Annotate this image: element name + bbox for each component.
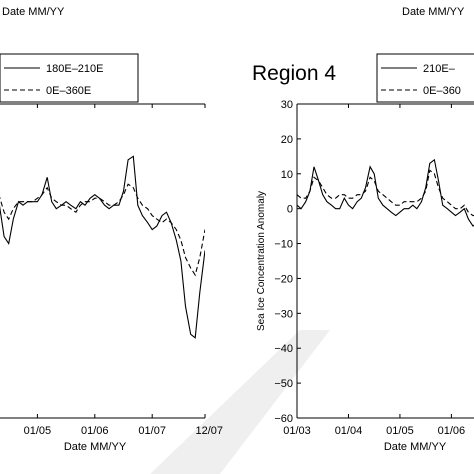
y-tick-label: −50 [274,378,293,390]
legend-box [0,53,139,103]
y-tick-label: −10 [274,239,293,251]
series-line-2 [0,183,205,277]
chart-panel-2: Date MM/YY 30 20 10 0 −10 −20 −30 −40 −50 −6001/03… [252,6,474,453]
x-tick-label: 01/06 [438,425,466,437]
x-tick-label: 01/05 [386,425,414,437]
x-tick-label: 01/04 [335,425,363,437]
series-line-2 [297,169,474,217]
x-tick-label: 01/06 [81,425,109,437]
y-tick-label: 20 [281,134,293,146]
watermark-stroke [150,330,330,474]
legend-box [376,53,474,103]
y-tick-label: 30 [281,99,293,111]
y-tick-label: 10 [281,169,293,181]
y-tick-label: −60 [274,413,293,425]
x-tick-label: 01/07 [138,425,166,437]
y-tick-label: −40 [274,343,293,355]
legend-label-1: 210E– [423,63,456,75]
x-tick-label: 01/05 [24,425,52,437]
legend-label-1: 180E–210E [46,63,104,75]
y-axis-label: Sea Ice Concentration Anomaly [256,191,267,331]
series-line-1 [0,155,205,339]
y-tick-label: −30 [274,308,293,320]
legend-label-2: 0E–360E [46,85,91,97]
top-xaxis-label: Date MM/YY [2,6,65,18]
y-tick-label: 0 [287,204,293,216]
chart-panel-1: Date MM/YY 01/05 01/06 01/07 12/07 Date MM/YY… [0,6,223,453]
chart-title: Region 4 [252,62,336,85]
top-xaxis-label: Date MM/YY [402,6,465,18]
y-tick-label: −20 [274,273,293,285]
x-axis-label: Date MM/YY [64,441,127,453]
x-axis-label: Date MM/YY [384,441,447,453]
series-line-1 [297,158,474,227]
legend-label-2: 0E–360 [423,85,461,97]
x-tick-label: 01/03 [283,425,311,437]
watermark-logo [150,330,330,474]
x-tick-label: 12/07 [195,425,223,437]
